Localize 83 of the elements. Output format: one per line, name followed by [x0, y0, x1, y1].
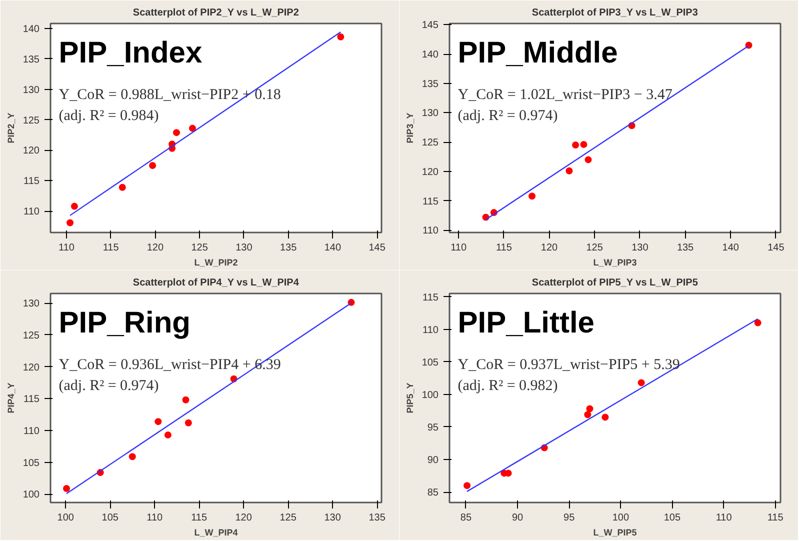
y-tick-label: 110 [24, 426, 40, 437]
x-tick-label: 130 [236, 242, 253, 254]
x-tick-label: 95 [564, 512, 576, 524]
annotation: (adj. R² = 0.974) [58, 378, 159, 394]
annotation: Y_CoR = 0.936L_wrist−PIP4 + 6.39 [58, 356, 281, 373]
y-axis-title: PIP2_Y [6, 112, 16, 144]
x-tick-label: 85 [460, 512, 472, 524]
x-tick-label: 125 [191, 242, 208, 254]
x-tick-label: 140 [324, 242, 342, 254]
y-tick-label: 120 [22, 362, 40, 374]
y-tick-label: 85 [427, 488, 439, 499]
y-tick-label: 115 [422, 292, 439, 304]
x-tick-label: 90 [512, 512, 524, 524]
y-tick-label: 100 [422, 390, 439, 401]
y-tick-label: 95 [427, 422, 439, 434]
y-axis-title: PIP3_Y [404, 112, 415, 144]
chart-title: Scatterplot of PIP4_Y vs L_W_PIP4 [132, 278, 300, 288]
x-tick-label: 110 [450, 242, 467, 254]
y-tick-label: 115 [24, 176, 40, 188]
annotation: Y_CoR = 1.02L_wrist−PIP3 − 3.47 [458, 86, 673, 103]
x-axis-title: L_W_PIP5 [593, 528, 637, 538]
x-tick-label: 115 [496, 242, 512, 254]
y-tick-label: 100 [22, 490, 40, 501]
x-tick-label: 145 [768, 242, 785, 254]
x-tick-label: 125 [586, 242, 604, 254]
y-tick-label: 135 [422, 78, 439, 90]
y-tick-label: 115 [24, 394, 40, 406]
y-tick-label: 130 [22, 298, 40, 310]
annotation: (adj. R² = 0.982) [458, 378, 558, 394]
y-tick-label: 115 [422, 196, 439, 208]
y-tick-label: 120 [422, 166, 439, 178]
x-tick-label: 130 [632, 242, 649, 254]
x-tick-label: 115 [767, 512, 784, 524]
x-tick-label: 100 [57, 512, 74, 524]
x-axis-title: L_W_PIP3 [593, 258, 637, 268]
x-tick-label: 105 [664, 512, 682, 524]
y-axis-title: PIP4_Y [6, 382, 16, 414]
y-tick-label: 145 [422, 20, 439, 32]
y-tick-label: 90 [427, 455, 439, 466]
x-tick-label: 120 [540, 242, 558, 254]
y-tick-label: 140 [22, 24, 40, 35]
x-axis-title: L_W_PIP2 [194, 258, 238, 268]
y-axis-title: PIP5_Y [404, 382, 415, 414]
x-tick-label: 130 [324, 512, 342, 524]
x-tick-label: 110 [58, 242, 75, 254]
x-tick-label: 135 [676, 242, 694, 254]
annotation: PIP_Index [58, 36, 202, 70]
y-tick-label: 130 [422, 108, 439, 120]
annotation: Y_CoR = 0.937L_wrist−PIP5 + 5.39 [458, 356, 680, 373]
y-tick-label: 135 [22, 54, 40, 66]
x-tick-label: 145 [368, 242, 386, 254]
x-tick-label: 100 [612, 512, 630, 524]
y-tick-label: 105 [22, 458, 40, 469]
y-tick-label: 140 [422, 50, 439, 61]
y-tick-label: 110 [422, 324, 439, 336]
chart-title: Scatterplot of PIP5_Y vs L_W_PIP5 [532, 278, 698, 288]
x-tick-label: 140 [722, 242, 740, 254]
y-tick-label: 125 [422, 138, 439, 149]
annotation: (adj. R² = 0.984) [58, 108, 159, 124]
annotation: PIP_Ring [58, 306, 190, 340]
x-tick-label: 135 [280, 242, 298, 254]
x-tick-label: 120 [235, 512, 252, 524]
x-tick-label: 120 [146, 242, 164, 254]
x-tick-label: 110 [146, 512, 164, 524]
y-tick-label: 120 [22, 146, 40, 157]
annotation: PIP_Little [458, 306, 594, 340]
y-tick-label: 130 [22, 84, 40, 96]
chart-title: Scatterplot of PIP3_Y vs L_W_PIP3 [532, 8, 698, 18]
x-tick-label: 115 [102, 242, 120, 254]
y-tick-label: 125 [22, 115, 40, 126]
y-tick-label: 110 [24, 206, 40, 218]
x-axis-title: L_W_PIP4 [194, 528, 238, 538]
y-tick-label: 105 [422, 357, 439, 368]
x-tick-label: 135 [368, 512, 386, 524]
chart-title: Scatterplot of PIP2_Y vs L_W_PIP2 [132, 8, 300, 18]
annotation: (adj. R² = 0.974) [458, 108, 558, 124]
annotation: PIP_Middle [458, 36, 618, 70]
x-tick-label: 110 [716, 512, 732, 524]
y-tick-label: 125 [22, 330, 40, 342]
x-tick-label: 105 [102, 512, 119, 524]
x-tick-label: 115 [191, 512, 208, 524]
y-tick-label: 110 [422, 226, 439, 237]
x-tick-label: 125 [280, 512, 297, 524]
